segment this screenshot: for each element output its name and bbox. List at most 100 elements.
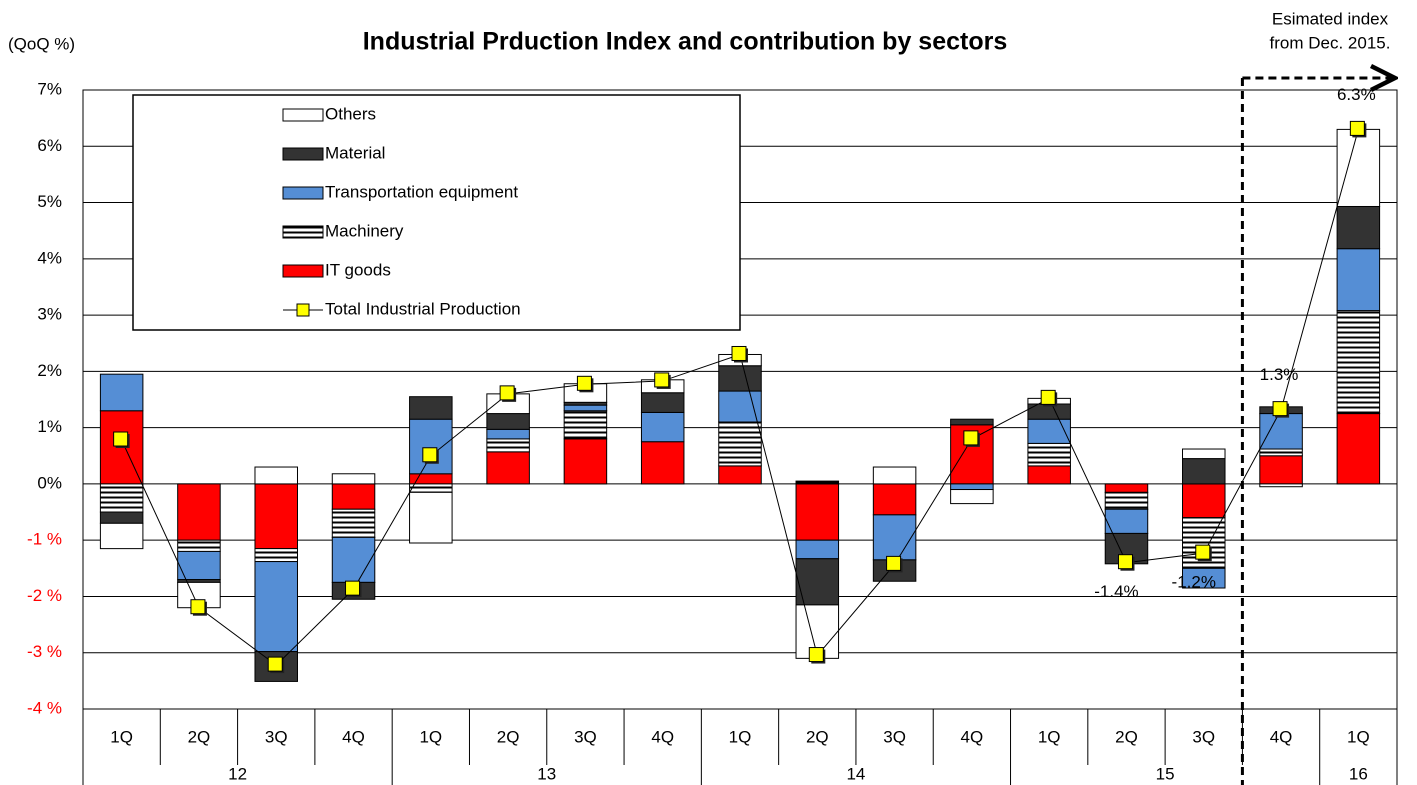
- x-tick-label: 4Q: [1270, 727, 1293, 746]
- x-tick-label: 1Q: [1347, 727, 1370, 746]
- bar-segment: [177, 483, 221, 541]
- bar-segment: [1027, 465, 1071, 485]
- plot-border: [82, 89, 1398, 710]
- bar-segment: [1104, 532, 1149, 565]
- x-tick-label: 2Q: [188, 727, 211, 746]
- marker: [886, 555, 902, 571]
- bar-segment: [1336, 248, 1381, 312]
- marker: [1040, 389, 1056, 405]
- legend-swatch: [282, 147, 324, 161]
- x-tick-label: 1Q: [419, 727, 442, 746]
- bar-segment: [254, 466, 298, 485]
- bar-segment: [795, 480, 840, 485]
- bar-segment: [331, 536, 376, 583]
- bar-segment: [872, 483, 917, 516]
- x-tick-label: 4Q: [961, 727, 984, 746]
- x-tick-label: 1Q: [110, 727, 133, 746]
- bar-segment: [1259, 413, 1303, 450]
- marker: [1195, 544, 1211, 560]
- y-tick-label: 4%: [37, 248, 62, 267]
- bar-segment: [563, 404, 608, 412]
- x-tick-label: 3Q: [265, 727, 288, 746]
- bar-segment: [177, 539, 221, 552]
- legend-marker: [296, 303, 310, 317]
- x-group-label: 12: [228, 764, 247, 783]
- y-tick-label: 0%: [37, 473, 62, 492]
- bar-segment: [640, 392, 685, 413]
- bar-segment: [718, 365, 762, 392]
- bar-segment: [1259, 448, 1303, 457]
- y-tick-label: 5%: [37, 192, 62, 211]
- marker: [731, 345, 747, 361]
- y-tick-label: 7%: [37, 79, 62, 98]
- y-tick-label: -3 %: [27, 642, 62, 661]
- x-tick-label: 1Q: [729, 727, 752, 746]
- x-group-label: 16: [1349, 764, 1368, 783]
- bar-segment: [640, 441, 685, 485]
- data-label: 6.3%: [1337, 85, 1376, 104]
- bar-segment: [718, 465, 762, 485]
- marker: [345, 580, 361, 596]
- data-label: -1.2%: [1172, 573, 1216, 592]
- bar-segment: [486, 428, 530, 440]
- bar-segment: [254, 561, 298, 653]
- y-tick-label: -2 %: [27, 586, 62, 605]
- bar-segment: [563, 438, 608, 485]
- chart-title: Industrial Prduction Index and contribut…: [363, 28, 1008, 56]
- bar-segment: [950, 489, 994, 505]
- bar-segment: [1104, 483, 1149, 493]
- bar-segment: [1259, 483, 1303, 488]
- bar-segment: [409, 491, 453, 544]
- bar-segment: [872, 514, 917, 561]
- y-axis-label: (QoQ %): [8, 34, 75, 53]
- marker: [113, 431, 129, 447]
- legend-label: Others: [325, 104, 376, 123]
- bar-segment: [1104, 508, 1149, 534]
- x-tick-label: 3Q: [574, 727, 597, 746]
- bar-segment: [254, 483, 298, 550]
- bar-segment: [99, 522, 144, 550]
- bar-segment: [254, 548, 298, 563]
- bar-segment: [1027, 442, 1071, 467]
- legend-swatch: [282, 264, 324, 278]
- bar-segment: [1336, 310, 1381, 415]
- legend-label: Material: [325, 143, 385, 162]
- bar-segment: [640, 411, 685, 443]
- marker: [499, 385, 515, 401]
- x-tick-label: 3Q: [883, 727, 906, 746]
- legend-label: Total Industrial Production: [325, 299, 521, 318]
- bar-segment: [718, 390, 762, 423]
- y-tick-label: 1%: [37, 417, 62, 436]
- legend-label: Machinery: [325, 221, 404, 240]
- bar-segment: [99, 373, 144, 412]
- y-tick-label: 3%: [37, 305, 62, 324]
- bar-segment: [99, 511, 144, 524]
- bar-segment: [1027, 418, 1071, 444]
- x-tick-label: 1Q: [1038, 727, 1061, 746]
- bar-segment: [486, 451, 530, 485]
- bar-segment: [486, 413, 530, 430]
- bar-segment: [1336, 205, 1381, 250]
- bar-segment: [486, 438, 530, 453]
- y-tick-label: 2%: [37, 361, 62, 380]
- marker: [1349, 120, 1365, 136]
- bar-segment: [718, 421, 762, 467]
- y-tick-label: 6%: [37, 136, 62, 155]
- bar-segment: [331, 473, 376, 485]
- marker: [267, 656, 283, 672]
- x-tick-label: 4Q: [651, 727, 674, 746]
- legend-swatch: [282, 225, 324, 239]
- bar-segment: [1104, 491, 1149, 510]
- x-group-label: 13: [537, 764, 556, 783]
- marker: [1117, 554, 1133, 570]
- marker: [422, 447, 438, 463]
- legend-label: Transportation equipment: [325, 182, 518, 201]
- bar-segment: [1182, 567, 1226, 589]
- bar-segment: [409, 418, 453, 475]
- bar-segment: [409, 483, 453, 493]
- x-group-label: 15: [1156, 764, 1175, 783]
- x-group-label: 14: [846, 764, 865, 783]
- bar-segment: [177, 550, 221, 581]
